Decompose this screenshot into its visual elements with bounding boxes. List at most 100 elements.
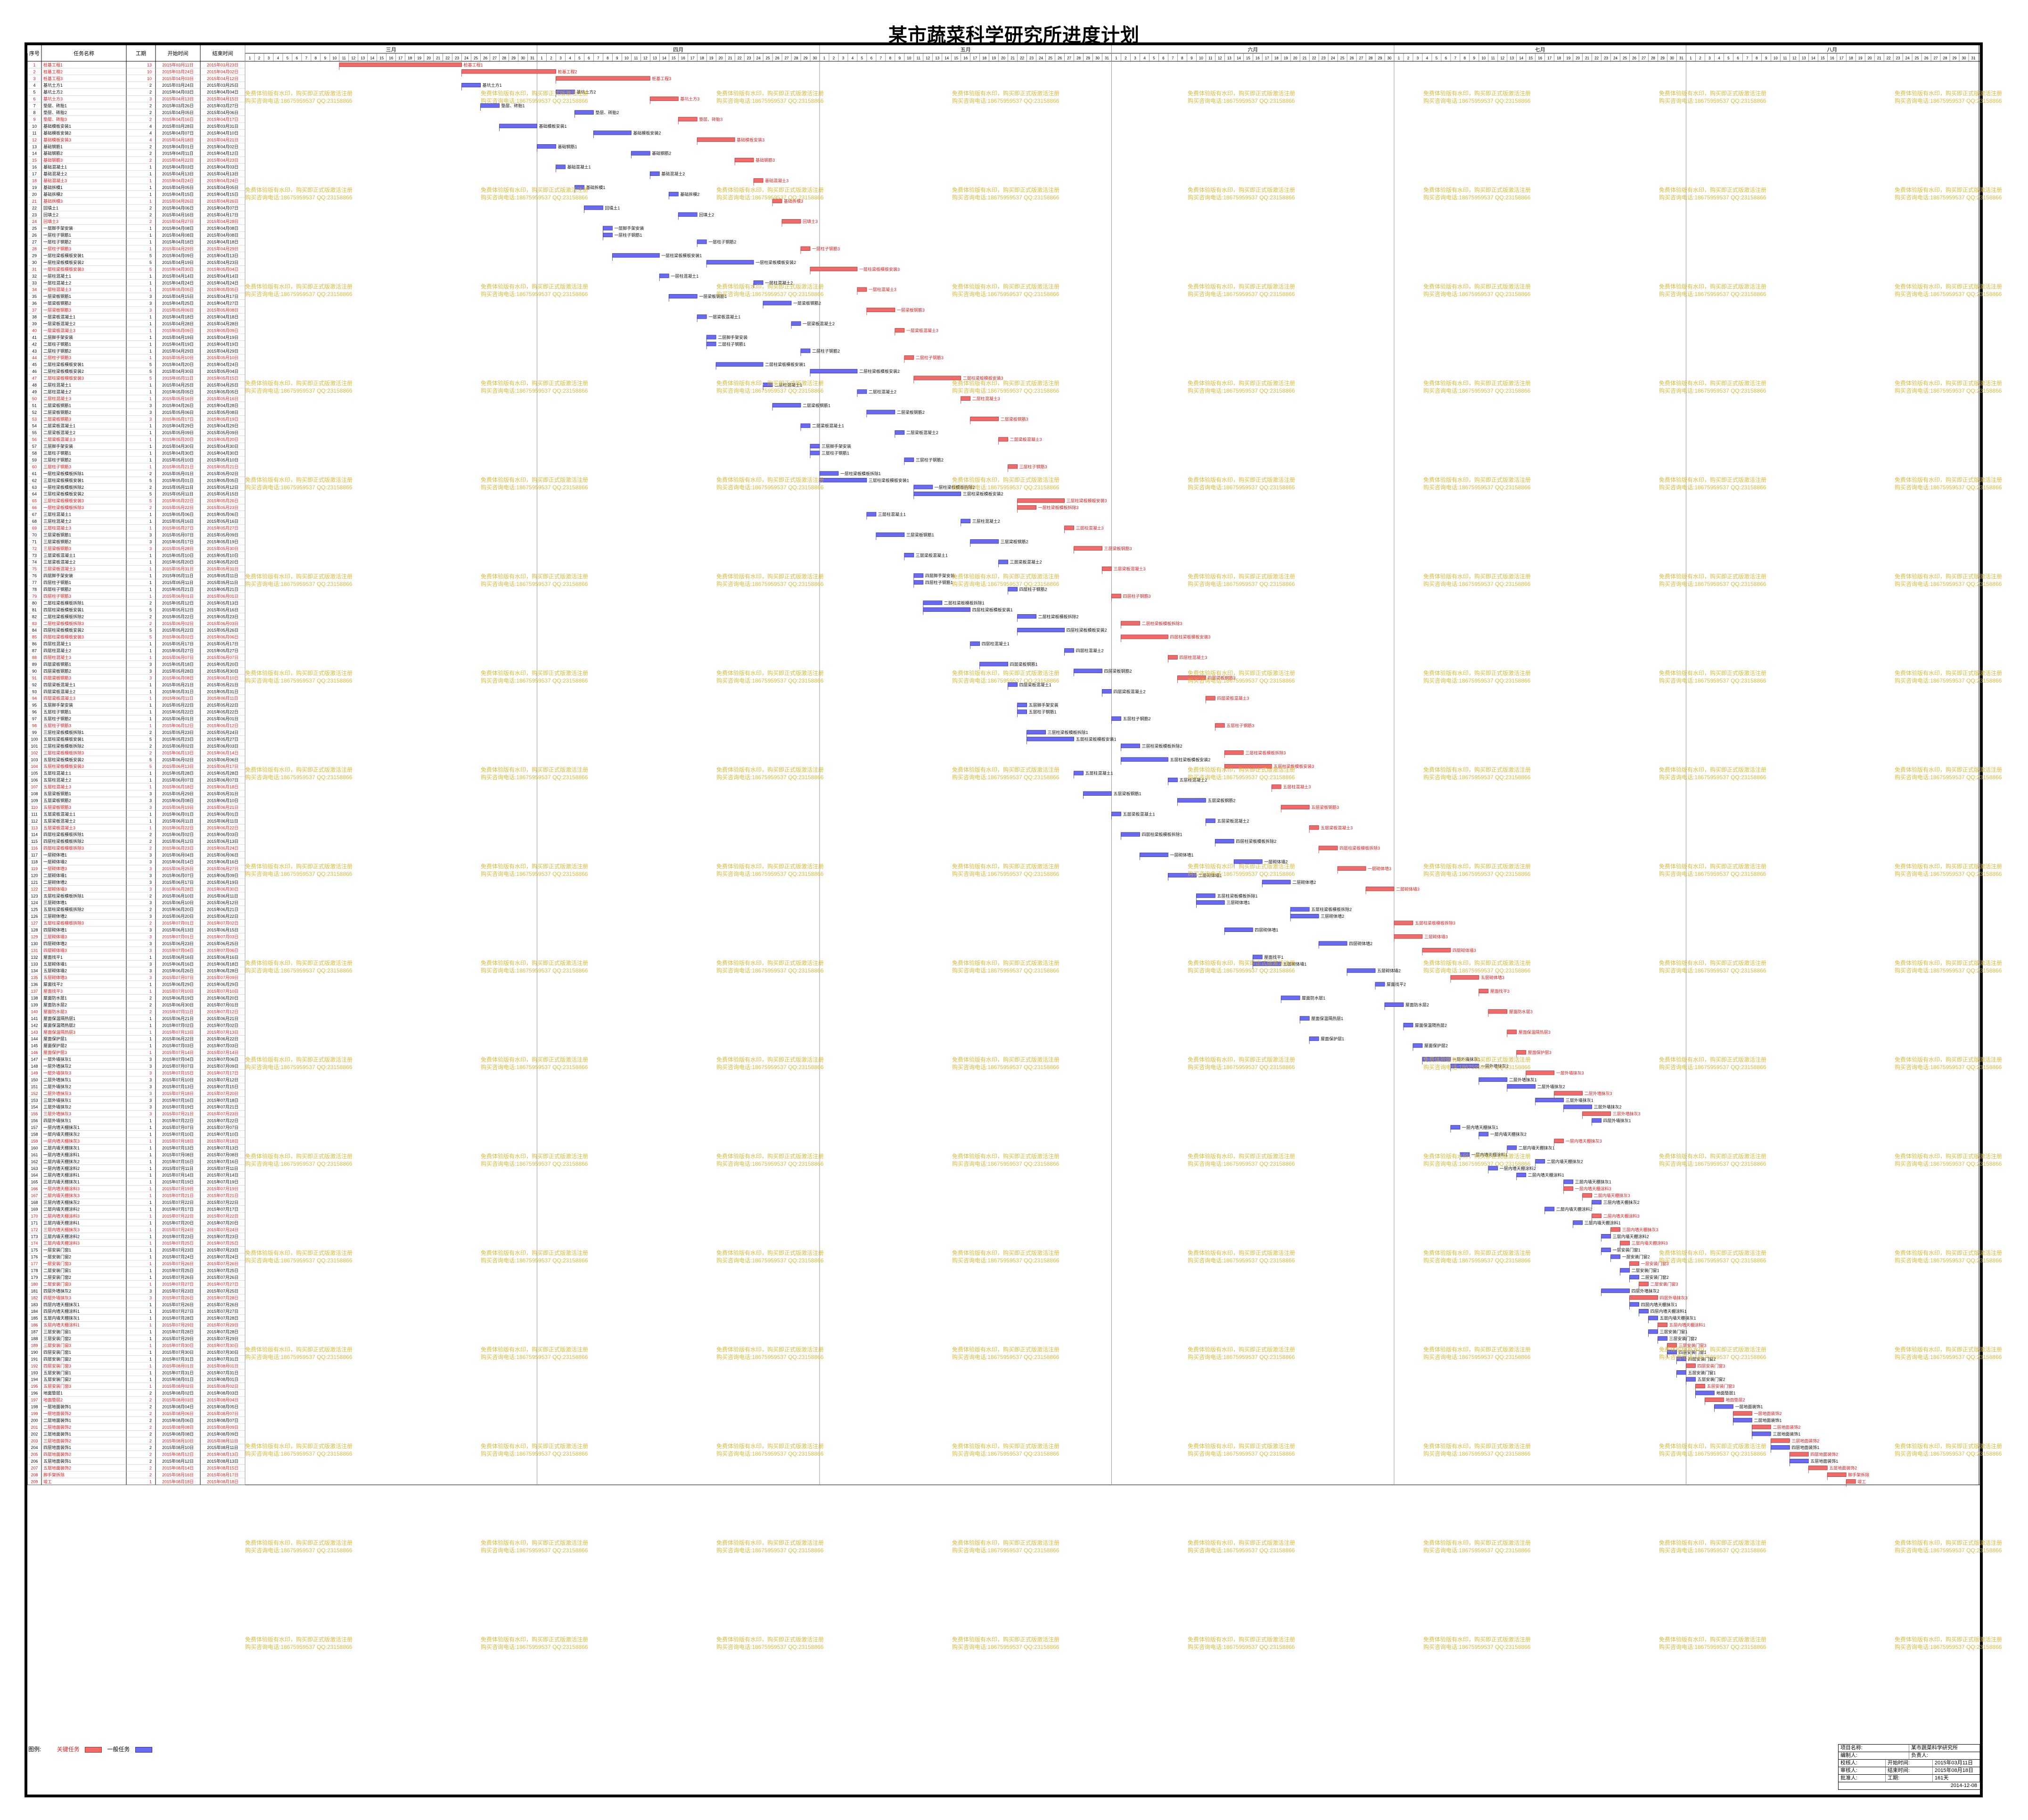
cell-name: 屋面找平3: [43, 988, 63, 994]
cell-id: 159: [31, 1139, 38, 1144]
cell-name: 四层柱梁板模板拆除3: [43, 846, 84, 851]
cell-start: 2015年04月05日: [162, 110, 194, 115]
task-bar-label: 五层梁板混凝土1: [1123, 811, 1155, 816]
cell-start: 2015年06月08日: [162, 798, 194, 803]
task-bar: [1592, 1118, 1602, 1123]
cell-name: 二层脚手架安装: [43, 335, 73, 340]
cell-start: 2015年05月11日: [162, 376, 193, 381]
task-bar-label: 一层地面装饰2: [1754, 1411, 1782, 1416]
cell-id: 194: [31, 1377, 38, 1382]
cell-days: 1: [149, 655, 152, 660]
task-bar-label: 四层柱子钢筋1: [925, 580, 953, 585]
cell-name: 三层外墙抹灰1: [43, 1097, 71, 1103]
task-bar: [1639, 1309, 1649, 1314]
cell-days: 1: [149, 383, 152, 387]
cell-start: 2015年04月25日: [162, 301, 194, 306]
task-bar-label: 五层柱梁板模板安装1: [1076, 736, 1117, 741]
cell-end: 2015年06月06日: [207, 852, 238, 857]
day-label: 30: [1670, 56, 1674, 60]
task-bar: [1215, 839, 1234, 844]
task-bar: [1705, 1397, 1724, 1402]
cell-days: 2: [149, 996, 152, 1001]
cell-id: 50: [32, 396, 37, 401]
cell-days: 2: [149, 839, 152, 844]
task-bar: [1573, 1220, 1583, 1225]
cell-name: 屋面防水层3: [43, 1009, 67, 1014]
cell-name: 二层地面装饰1: [43, 1417, 71, 1423]
day-label: 5: [861, 56, 863, 60]
cell-name: 五层柱子钢筋1: [43, 709, 71, 715]
task-bar-label: 二层内墙天棚抹灰2: [1547, 1159, 1583, 1164]
cell-name: 四层柱子钢筋1: [43, 580, 71, 585]
cell-days: 5: [149, 362, 152, 367]
cell-name: 一层内墙天棚抹灰2: [43, 1132, 80, 1137]
cell-start: 2015年05月31日: [162, 689, 194, 694]
cell-name: 一层内墙天棚涂料2: [43, 1166, 80, 1171]
chart-frame: [25, 42, 1983, 1797]
cell-name: 二层地面装饰2: [43, 1425, 71, 1430]
cell-name: 四层外墙抹灰3: [43, 1295, 71, 1300]
cell-id: 141: [31, 1016, 38, 1021]
cell-name: 基础模板安装2: [43, 130, 71, 135]
cell-start: 2015年05月22日: [162, 709, 194, 715]
cell-name: 三层梁板混凝土1: [43, 552, 75, 558]
task-bar: [1064, 648, 1074, 653]
task-bar-label: 一层内墙天棚抹灰2: [1490, 1132, 1527, 1137]
cell-end: 2015年04月08日: [207, 226, 238, 231]
cell-end: 2015年07月30日: [207, 1342, 238, 1348]
task-bar-label: 四层梁板钢筋2: [1104, 668, 1132, 674]
day-label: 5: [1436, 56, 1438, 60]
task-bar: [753, 280, 764, 285]
cell-days: 1: [149, 689, 152, 694]
cell-name: 一层梁板混凝土3: [43, 328, 75, 333]
task-bar-label: 二层安装门窗2: [1641, 1275, 1669, 1280]
legend-critical-swatch: [85, 1746, 102, 1753]
day-label: 17: [1547, 56, 1552, 60]
task-bar-label: 四层梁板混凝土1: [1019, 682, 1051, 687]
cell-id: 196: [31, 1391, 38, 1396]
cell-id: 65: [32, 499, 37, 503]
cell-name: 一层安装门窗3: [43, 1261, 71, 1266]
task-bar: [1252, 962, 1281, 966]
task-bar: [631, 151, 650, 156]
cell-id: 100: [31, 737, 38, 741]
cell-days: 1: [149, 430, 152, 435]
cell-start: 2015年08月01日: [162, 1377, 194, 1382]
cell-start: 2015年06月19日: [162, 805, 194, 810]
cell-id: 154: [31, 1105, 38, 1110]
task-bar: [1554, 1091, 1583, 1095]
cell-name: 基础拆模1: [43, 185, 63, 190]
cell-name: 五层砌体墙2: [43, 968, 67, 973]
day-label: 1: [1115, 56, 1117, 60]
day-label: 6: [1445, 56, 1447, 60]
task-bar-label: 五层柱梁板模板安装2: [1170, 757, 1210, 762]
day-label: 7: [1454, 56, 1457, 60]
cell-id: 190: [31, 1350, 38, 1355]
cell-id: 86: [32, 642, 37, 646]
cell-start: 2015年08月16日: [162, 1472, 194, 1477]
cell-end: 2015年05月27日: [207, 525, 238, 530]
day-label: 11: [1491, 56, 1495, 60]
cell-end: 2015年07月06日: [207, 947, 238, 953]
cell-end: 2015年06月11日: [207, 696, 238, 701]
cell-start: 2015年05月28日: [162, 668, 194, 674]
cell-name: 一层内墙天棚涂料1: [43, 1152, 80, 1157]
cell-days: 3: [149, 1289, 152, 1293]
task-bar-label: 三层砌体墙2: [1321, 914, 1344, 919]
task-bar: [1064, 526, 1074, 530]
day-label: 12: [1218, 56, 1222, 60]
cell-id: 145: [31, 1044, 38, 1048]
task-bar-label: 四层梁板钢筋1: [1010, 661, 1038, 667]
cell-days: 1: [149, 458, 152, 462]
task-bar: [715, 362, 764, 367]
cell-end: 2015年04月08日: [207, 232, 238, 238]
month-label: 三月: [386, 47, 396, 53]
cell-id: 42: [32, 342, 37, 346]
cell-end: 2015年07月09日: [207, 975, 238, 980]
cell-end: 2015年07月20日: [207, 1091, 238, 1096]
cell-end: 2015年04月19日: [207, 335, 238, 340]
cell-id: 115: [31, 839, 38, 844]
cell-days: 3: [149, 914, 152, 919]
task-bar-label: 四层柱梁板模板拆除2: [1236, 839, 1276, 844]
cell-days: 2: [149, 744, 152, 749]
